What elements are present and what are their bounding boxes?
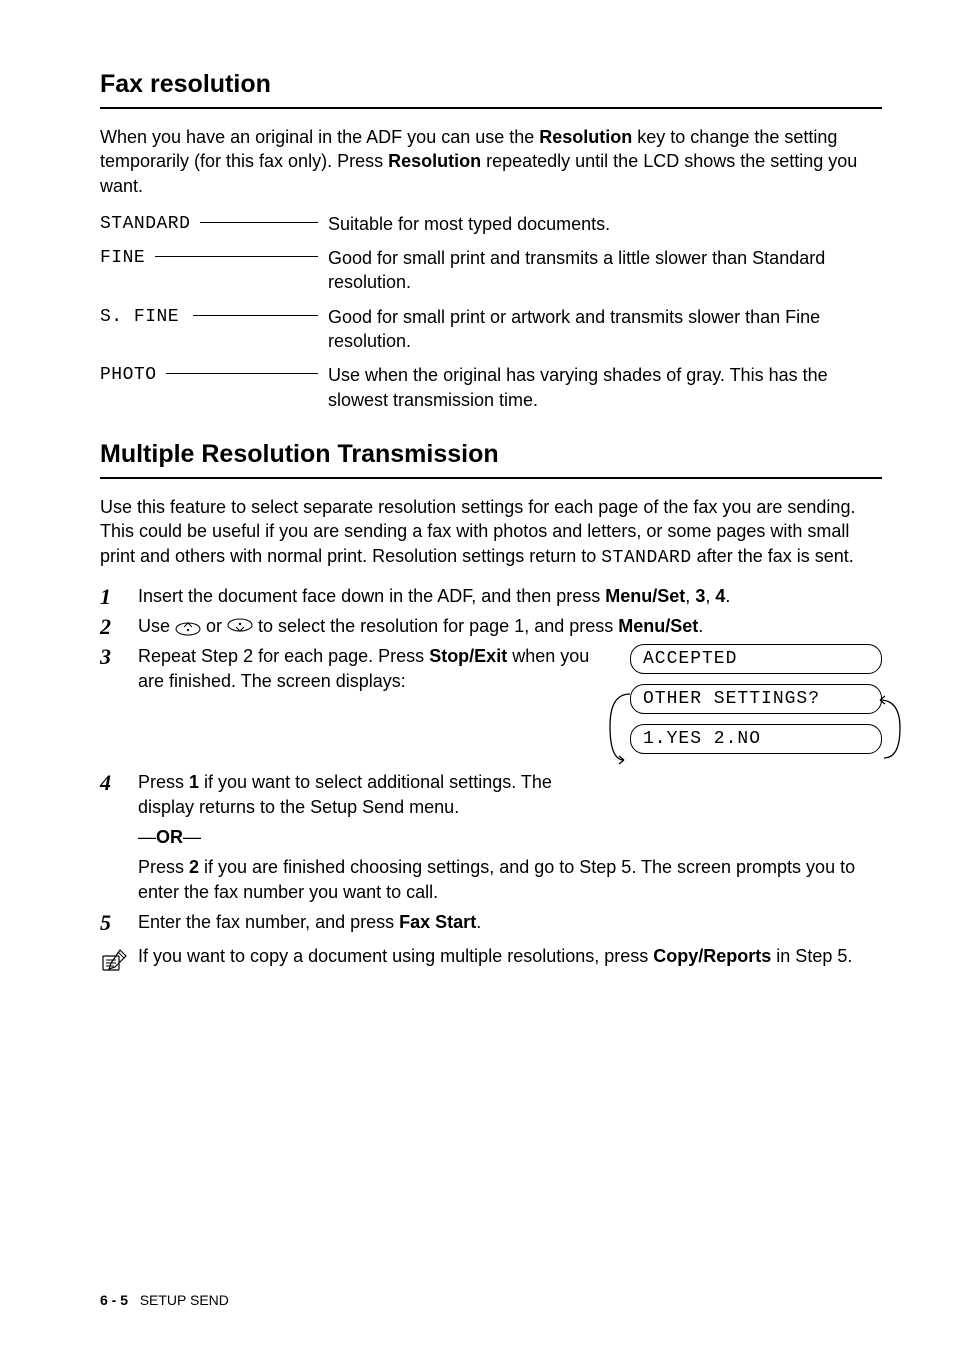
fax-res-intro: When you have an original in the ADF you… (100, 125, 882, 198)
lcd-line: OTHER SETTINGS? (630, 684, 882, 714)
key-name: Stop/Exit (429, 646, 507, 666)
def-desc: Good for small print or artwork and tran… (328, 305, 882, 354)
text: Insert the document face down in the ADF… (138, 586, 605, 606)
text: . (476, 912, 481, 932)
steps-list: Insert the document face down in the ADF… (100, 584, 882, 934)
def-row: S. FINE Good for small print or artwork … (100, 305, 882, 354)
divider (100, 477, 882, 479)
text: to select the resolution for page 1, and… (253, 616, 618, 636)
key-name: Resolution (539, 127, 632, 147)
def-term: STANDARD (100, 212, 200, 234)
page-number: 6 - 5 (100, 1292, 128, 1308)
page-footer: 6 - 5 SETUP SEND (100, 1292, 229, 1308)
text: Use (138, 616, 175, 636)
leader-line (166, 363, 318, 377)
lcd-line: 1.YES 2.NO (630, 724, 882, 754)
or-text: OR (156, 827, 183, 847)
text: If you want to copy a document using mul… (138, 946, 653, 966)
key-name: Copy/Reports (653, 946, 771, 966)
def-term: S. FINE (100, 305, 193, 327)
text: When you have an original in the ADF you… (100, 127, 539, 147)
leader-line (200, 212, 318, 226)
key-name: 3 (695, 586, 705, 606)
step-1: Insert the document face down in the ADF… (100, 584, 882, 608)
text: Repeat Step 2 for each page. Press (138, 646, 429, 666)
text: , (685, 586, 695, 606)
lcd-panel: ACCEPTED OTHER SETTINGS? 1.YES 2.NO (630, 644, 882, 764)
def-desc: Use when the original has varying shades… (328, 363, 882, 412)
key-name: 1 (189, 772, 199, 792)
note: If you want to copy a document using mul… (100, 944, 882, 979)
step-4: Press 1 if you want to select additional… (100, 770, 882, 903)
text: , (705, 586, 715, 606)
text: if you are finished choosing settings, a… (138, 857, 855, 901)
note-text: If you want to copy a document using mul… (138, 944, 852, 968)
def-row: PHOTO Use when the original has varying … (100, 363, 882, 412)
text: Press (138, 772, 189, 792)
def-desc: Suitable for most typed documents. (328, 212, 882, 236)
def-term: PHOTO (100, 363, 166, 385)
divider (100, 107, 882, 109)
def-term: FINE (100, 246, 155, 268)
key-name: Menu/Set (618, 616, 698, 636)
text: if you want to select additional setting… (138, 772, 552, 816)
leader-line (193, 305, 318, 319)
key-name: 2 (189, 857, 199, 877)
leader-line (155, 246, 318, 260)
step-2: Use or to select the resolution for page… (100, 614, 882, 638)
lcd-line: ACCEPTED (630, 644, 882, 674)
text: in Step 5. (771, 946, 852, 966)
text: Enter the fax number, and press (138, 912, 399, 932)
key-name: Fax Start (399, 912, 476, 932)
note-pencil-icon (100, 944, 128, 979)
text: after the fax is sent. (692, 546, 854, 566)
down-nav-icon (227, 618, 253, 636)
multi-res-intro: Use this feature to select separate reso… (100, 495, 882, 570)
key-name: 4 (715, 586, 725, 606)
key-name: Menu/Set (605, 586, 685, 606)
text: or (201, 616, 227, 636)
step-3: Repeat Step 2 for each page. Press Stop/… (100, 644, 882, 764)
key-name: Resolution (388, 151, 481, 171)
def-desc: Good for small print and transmits a lit… (328, 246, 882, 295)
mono-text: STANDARD (601, 548, 691, 568)
text: . (698, 616, 703, 636)
section-title-fax-resolution: Fax resolution (100, 70, 882, 101)
step-5: Enter the fax number, and press Fax Star… (100, 910, 882, 934)
text: . (725, 586, 730, 606)
def-row: FINE Good for small print and transmits … (100, 246, 882, 295)
def-row: STANDARD Suitable for most typed documen… (100, 212, 882, 236)
up-nav-icon (175, 618, 201, 636)
or-separator: —OR— (138, 825, 882, 849)
footer-label: SETUP SEND (140, 1292, 229, 1308)
text: Press (138, 857, 189, 877)
page: Fax resolution When you have an original… (0, 0, 954, 1352)
section-title-multi-res: Multiple Resolution Transmission (100, 440, 882, 471)
